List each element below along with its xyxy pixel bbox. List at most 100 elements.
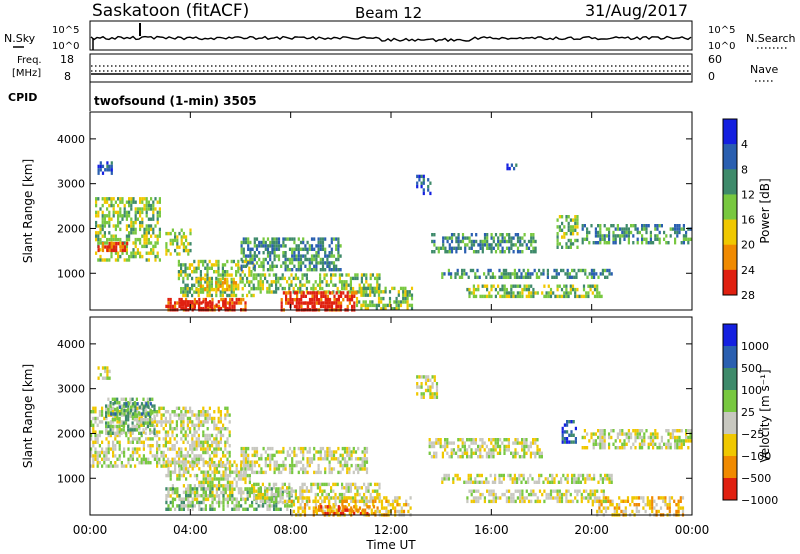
power-cell bbox=[590, 224, 593, 228]
power-cell bbox=[156, 237, 159, 242]
velocity-cell bbox=[109, 401, 112, 405]
velocity-cell bbox=[269, 457, 272, 461]
power-cell bbox=[472, 284, 475, 288]
velocity-cell bbox=[112, 447, 115, 451]
velocity-cell bbox=[200, 410, 203, 414]
power-cell bbox=[230, 287, 233, 291]
velocity-cell bbox=[162, 444, 165, 448]
velocity-cell bbox=[660, 446, 663, 450]
velocity-cell bbox=[186, 420, 189, 424]
power-cell bbox=[145, 210, 148, 215]
power-cell bbox=[188, 263, 191, 267]
velocity-cell bbox=[202, 497, 205, 501]
velocity-cell bbox=[162, 427, 165, 431]
power-cell bbox=[524, 275, 527, 279]
velocity-cell bbox=[229, 480, 232, 485]
power-cell bbox=[316, 283, 319, 287]
power-cell bbox=[169, 304, 172, 309]
power-cell bbox=[576, 245, 579, 249]
power-cell bbox=[606, 275, 609, 279]
power-cell bbox=[477, 243, 480, 247]
power-cell bbox=[319, 283, 322, 287]
power-cell bbox=[580, 294, 583, 299]
velocity-cell bbox=[96, 437, 99, 441]
velocity-cell bbox=[107, 411, 110, 415]
velocity-cell bbox=[184, 447, 187, 451]
velocity-cell bbox=[365, 489, 368, 493]
beam-label: Beam 12 bbox=[355, 4, 422, 22]
power-cell bbox=[195, 290, 198, 294]
velocity-cell bbox=[363, 482, 366, 487]
velocity-cell bbox=[158, 420, 161, 424]
velocity-cell bbox=[361, 511, 365, 516]
velocity-cell bbox=[180, 450, 183, 455]
velocity-cell bbox=[114, 412, 117, 416]
power-cell bbox=[647, 241, 650, 245]
velocity-cell bbox=[437, 441, 440, 445]
velocity-cell bbox=[187, 497, 190, 502]
power-cell bbox=[569, 245, 572, 249]
velocity-cell bbox=[105, 414, 108, 418]
velocity-cell bbox=[409, 496, 412, 500]
power-cell bbox=[97, 214, 100, 218]
velocity-cell bbox=[165, 497, 168, 501]
velocity-cell bbox=[350, 457, 353, 461]
velocity-cell bbox=[313, 457, 316, 461]
power-cell bbox=[547, 291, 550, 295]
velocity-cell bbox=[90, 423, 93, 427]
velocity-cell bbox=[204, 487, 207, 491]
velocity-cell bbox=[367, 499, 370, 504]
power-cell bbox=[272, 273, 275, 277]
velocity-cell bbox=[270, 499, 273, 504]
power-cell bbox=[134, 254, 137, 259]
velocity-cell bbox=[474, 438, 477, 442]
power-cell bbox=[574, 215, 577, 219]
power-cell bbox=[586, 275, 589, 279]
velocity-cell bbox=[496, 444, 499, 449]
velocity-cell bbox=[193, 461, 196, 465]
velocity-cell bbox=[333, 505, 336, 509]
velocity-cell bbox=[144, 414, 147, 418]
power-cell bbox=[95, 224, 98, 228]
velocity-cell bbox=[370, 508, 373, 512]
power-cell bbox=[186, 300, 190, 304]
velocity-cell bbox=[189, 484, 192, 488]
velocity-cell bbox=[222, 500, 225, 505]
power-cell bbox=[349, 280, 352, 284]
velocity-cell bbox=[435, 455, 438, 459]
velocity-cell bbox=[219, 437, 222, 441]
velocity-cell bbox=[149, 450, 152, 455]
velocity-cell bbox=[218, 504, 221, 508]
velocity-cell bbox=[470, 441, 473, 445]
velocity-cell bbox=[536, 496, 539, 500]
velocity-cell bbox=[226, 440, 229, 444]
power-cell bbox=[184, 303, 187, 307]
velocity-cell bbox=[146, 418, 149, 422]
velocity-cell bbox=[651, 499, 654, 503]
noise-tick-right-bottom: 10^0 bbox=[708, 41, 735, 52]
velocity-cell bbox=[277, 467, 281, 471]
velocity-cell bbox=[611, 503, 614, 507]
velocity-cell bbox=[213, 420, 216, 424]
velocity-cell bbox=[603, 432, 606, 436]
velocity-cell bbox=[374, 509, 377, 514]
power-cell bbox=[184, 287, 187, 291]
velocity-cell bbox=[253, 496, 256, 500]
velocity-cell bbox=[433, 375, 436, 379]
power-cell bbox=[275, 264, 278, 268]
power-cell bbox=[608, 237, 611, 241]
velocity-cell bbox=[339, 463, 342, 468]
velocity-cell bbox=[308, 499, 311, 503]
power-cell bbox=[269, 240, 272, 245]
power-cell bbox=[152, 231, 155, 235]
power-cell bbox=[488, 243, 491, 247]
velocity-cell bbox=[398, 496, 401, 500]
power-cell bbox=[97, 234, 100, 238]
velocity-cell bbox=[665, 446, 668, 450]
power-cell bbox=[275, 290, 278, 294]
velocity-cell bbox=[519, 499, 522, 504]
velocity-cell bbox=[167, 430, 170, 434]
velocity-cell bbox=[292, 509, 296, 514]
velocity-cell bbox=[160, 406, 163, 410]
power-cell bbox=[535, 272, 538, 276]
